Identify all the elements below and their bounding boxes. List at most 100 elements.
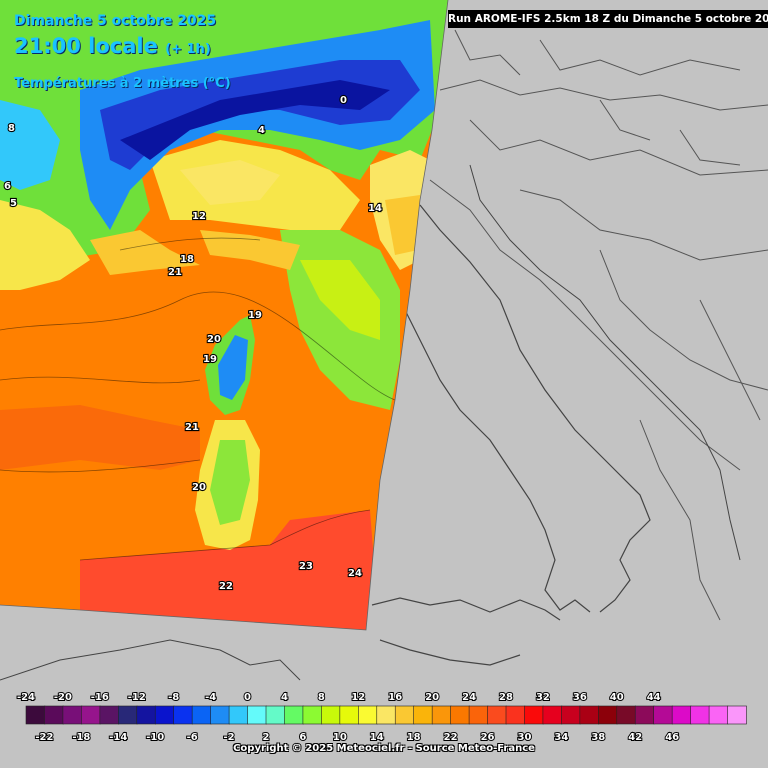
map-label: 19 [248,310,262,321]
map-label: 6 [4,181,11,192]
legend-swatch [376,705,397,725]
legend-swatch [690,705,710,725]
legend-swatch [487,705,507,725]
map-label: 22 [219,581,233,592]
map-label: 21 [185,422,199,433]
legend-tick-bottom: 38 [591,732,605,743]
legend-tick-top: 12 [351,692,365,703]
legend-swatch [634,705,655,725]
legend-swatch [468,705,489,725]
legend-swatch [727,705,747,725]
map-label: 20 [207,334,221,345]
map-label: 0 [340,95,347,106]
legend-swatch [265,705,286,725]
legend-tick-bottom: -18 [72,732,90,743]
legend-swatch [671,705,692,725]
legend-tick-bottom: 10 [333,732,347,743]
legend-swatch [394,705,415,725]
legend-tick-bottom: -22 [35,732,53,743]
legend-swatch [136,705,157,725]
legend-tick-top: 40 [610,692,624,703]
copyright: Copyright © 2025 Meteociel.fr - Source M… [233,743,535,754]
legend-swatch [708,705,729,725]
variable-title: Températures à 2 mètres (°C) [14,76,231,91]
legend-swatch [339,705,360,725]
legend-tick-bottom: -10 [146,732,164,743]
legend-swatch [25,705,46,725]
legend-tick-bottom: -14 [109,732,127,743]
map-label: 4 [258,125,265,136]
map-label: 21 [168,267,182,278]
legend-tick-bottom: 26 [481,732,495,743]
legend-swatch [228,705,249,725]
legend-swatch [247,705,267,725]
legend-tick-top: 36 [573,692,587,703]
legend-top-ticks: -24 -20 -16 -12 -8 -4 0 4 8 12 16 20 24 28 32 36 40 44 [16,691,662,704]
africa-coast [0,639,301,681]
legend-swatch [99,705,120,725]
legend-tick-top: 4 [281,692,288,703]
forecast-time-value: 21:00 locale [14,34,158,58]
legend-tick-top: 32 [536,692,550,703]
legend-tick-top: -8 [168,692,179,703]
legend-swatch [450,705,470,725]
legend-swatch [284,705,304,725]
legend-tick-top: 8 [318,692,325,703]
legend-swatch [358,705,378,725]
map-label: 5 [10,198,17,209]
run-title: Run AROME-IFS 2.5km 18 Z du Dimanche 5 o… [448,10,768,28]
legend-swatch [431,705,452,725]
legend-swatch [616,705,637,725]
legend-tick-bottom: 46 [665,732,679,743]
legend-tick-bottom: 2 [263,732,270,743]
color-scale-legend: -24 -20 -16 -12 -8 -4 0 4 8 12 16 20 24 28 32 36 40 44 -2… [16,691,747,744]
legend-tick-bottom: 14 [370,732,384,743]
legend-swatch [413,705,433,725]
legend-swatch [598,705,618,725]
legend-swatch [81,705,101,725]
forecast-time: 21:00 locale (+ 1h) [14,34,211,58]
legend-tick-top: 20 [425,692,439,703]
legend-tick-bottom: 18 [407,732,421,743]
legend-tick-top: -16 [91,692,109,703]
legend-tick-bottom: -6 [187,732,198,743]
legend-swatch [524,705,544,725]
legend-swatch [154,705,175,725]
legend-swatch [653,705,673,725]
legend-tick-bottom: 42 [628,732,642,743]
legend-swatch [561,705,581,725]
isotherms [0,237,396,561]
legend-tick-bottom: -2 [224,732,235,743]
forecast-date: Dimanche 5 octobre 2025 [14,13,217,29]
map-temperature-labels: 21 18 19 20 19 21 20 22 23 24 14 12 6 4 … [3,94,383,593]
map-label: 18 [180,254,194,265]
model-domain [0,0,448,630]
legend-tick-bottom: 22 [444,732,458,743]
map-label: 12 [192,211,206,222]
legend-swatch [191,705,212,725]
legend-tick-top: 24 [462,692,476,703]
legend-bottom-ticks: -22 -18 -14 -10 -6 -2 2 6 10 14 18 22 26 30 34 38 42 46 [34,731,680,744]
forecast-time-offset: (+ 1h) [165,42,211,57]
balkan-coast [469,164,741,561]
legend-tick-bottom: 30 [517,732,531,743]
map-label: 8 [8,123,15,134]
map-label: 14 [368,203,382,214]
legend-tick-top: 16 [388,692,402,703]
legend-tick-top: -24 [17,692,35,703]
map-label: 24 [348,568,362,579]
map-label: 23 [299,561,313,572]
map-label: 20 [192,482,206,493]
legend-swatch [542,705,563,725]
legend-swatch [579,705,600,725]
legend-swatch [62,705,83,725]
legend-tick-bottom: 6 [299,732,306,743]
legend-tick-top: -12 [128,692,146,703]
legend-swatch [302,705,323,725]
legend-swatch [505,705,526,725]
legend-swatch [44,705,64,725]
legend-swatch [118,705,138,725]
legend-swatch [321,705,341,725]
legend-tick-top: -4 [205,692,216,703]
